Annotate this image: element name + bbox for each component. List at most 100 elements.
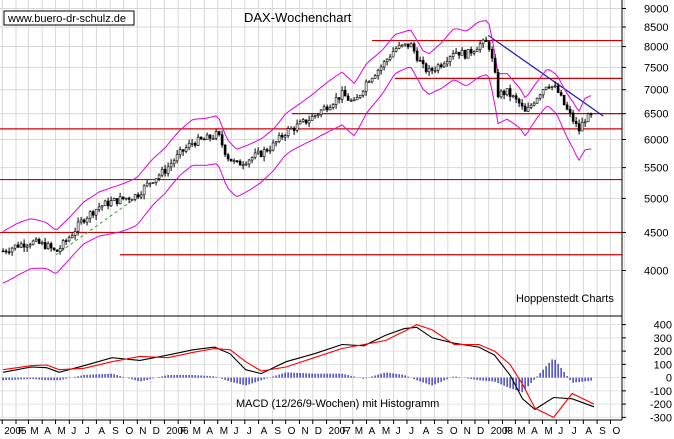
month-tick-label: A [585, 426, 592, 437]
candle-body [421, 60, 425, 65]
candle-body [166, 166, 170, 174]
month-tick-label: A [369, 426, 376, 437]
candle-body [241, 164, 245, 166]
candle-body [361, 90, 365, 96]
candle-body [394, 48, 398, 52]
macd-tick-label: 200 [654, 346, 672, 358]
candle-body [346, 95, 350, 101]
candle-body [352, 99, 356, 102]
month-tick-label: O [612, 426, 620, 437]
candle-body [133, 194, 137, 200]
candle-body [562, 94, 566, 106]
candle-body [424, 63, 428, 73]
candle-body [340, 90, 344, 100]
month-tick-label: O [288, 426, 296, 437]
candle-body [115, 198, 119, 205]
month-tick-label: M [517, 426, 525, 437]
month-tick-label: A [531, 426, 538, 437]
candle-body [235, 160, 239, 162]
candle-body [253, 152, 257, 158]
candle-body [538, 94, 542, 99]
candle-body [244, 163, 248, 166]
month-tick-label: J [71, 426, 76, 437]
candle-body [490, 49, 494, 59]
month-tick-label: 2006 [166, 426, 189, 437]
price-tick-label: 5000 [644, 193, 668, 205]
candle-body [94, 209, 98, 216]
month-tick-label: O [126, 426, 134, 437]
candle-body [142, 185, 146, 196]
candle-body [73, 231, 77, 236]
candle-body [10, 247, 14, 253]
candle-body [385, 59, 389, 63]
candle-body [109, 200, 113, 207]
candle-body [124, 197, 128, 200]
candle-body [574, 120, 578, 124]
candle-body [34, 238, 38, 242]
month-tick-label: J [572, 426, 577, 437]
candle-body [40, 242, 44, 244]
candle-body [220, 134, 224, 146]
candle-body [28, 244, 32, 247]
month-tick-label: A [98, 426, 105, 437]
candle-body [232, 160, 236, 162]
month-tick-label: D [315, 426, 322, 437]
candle-body [367, 81, 371, 84]
candle-body [568, 109, 572, 114]
candle-body [187, 143, 191, 148]
candle-body [517, 98, 521, 104]
candle-body [511, 95, 515, 98]
month-tick-label: M [58, 426, 66, 437]
candle-body [460, 50, 464, 56]
candle-body [151, 182, 155, 184]
candle-body [292, 127, 296, 131]
price-tick-label: 7000 [644, 85, 668, 97]
candle-body [313, 115, 317, 117]
month-tick-label: M [30, 426, 38, 437]
candle-body [181, 149, 185, 152]
candle-body [298, 121, 302, 125]
candle-body [199, 136, 203, 140]
price-tick-label: 6500 [644, 109, 668, 121]
candle-body [412, 43, 416, 52]
candle-body [382, 61, 386, 68]
candle-body [247, 159, 251, 165]
upper-band-line [2, 20, 592, 232]
month-tick-label: J [409, 426, 414, 437]
source-label: www.buero-dr-schulz.de [7, 13, 126, 25]
macd-line [2, 326, 595, 411]
candle-body [466, 49, 470, 59]
candle-body [295, 123, 299, 131]
candle-body [427, 68, 431, 73]
candle-body [328, 107, 332, 111]
candle-body [403, 43, 407, 46]
month-tick-label: F [18, 426, 24, 437]
candle-body [364, 81, 368, 92]
candle-body [514, 95, 518, 100]
candle-body [301, 119, 305, 122]
candle-body [541, 89, 545, 96]
candle-body [265, 149, 269, 152]
candle-body [268, 149, 272, 152]
candle-body [217, 131, 221, 136]
candle-body [79, 219, 83, 223]
candle-body [118, 196, 122, 205]
candle-body [289, 127, 293, 130]
candle-body [529, 104, 533, 108]
candle-body [307, 120, 311, 124]
candle-body [586, 113, 590, 123]
macd-tick-label: 100 [654, 359, 672, 371]
month-tick-label: J [247, 426, 252, 437]
candle-body [91, 211, 95, 216]
candle-body [175, 154, 179, 162]
candle-body [322, 106, 326, 111]
price-tick-label: 4500 [644, 227, 668, 239]
candle-body [250, 157, 254, 161]
macd-tick-label: -100 [650, 386, 672, 398]
candle-body [439, 64, 443, 68]
month-tick-label: M [544, 426, 552, 437]
candle-body [355, 97, 359, 101]
candle-body [580, 121, 584, 132]
candle-body [286, 128, 290, 136]
month-tick-label: A [261, 426, 268, 437]
